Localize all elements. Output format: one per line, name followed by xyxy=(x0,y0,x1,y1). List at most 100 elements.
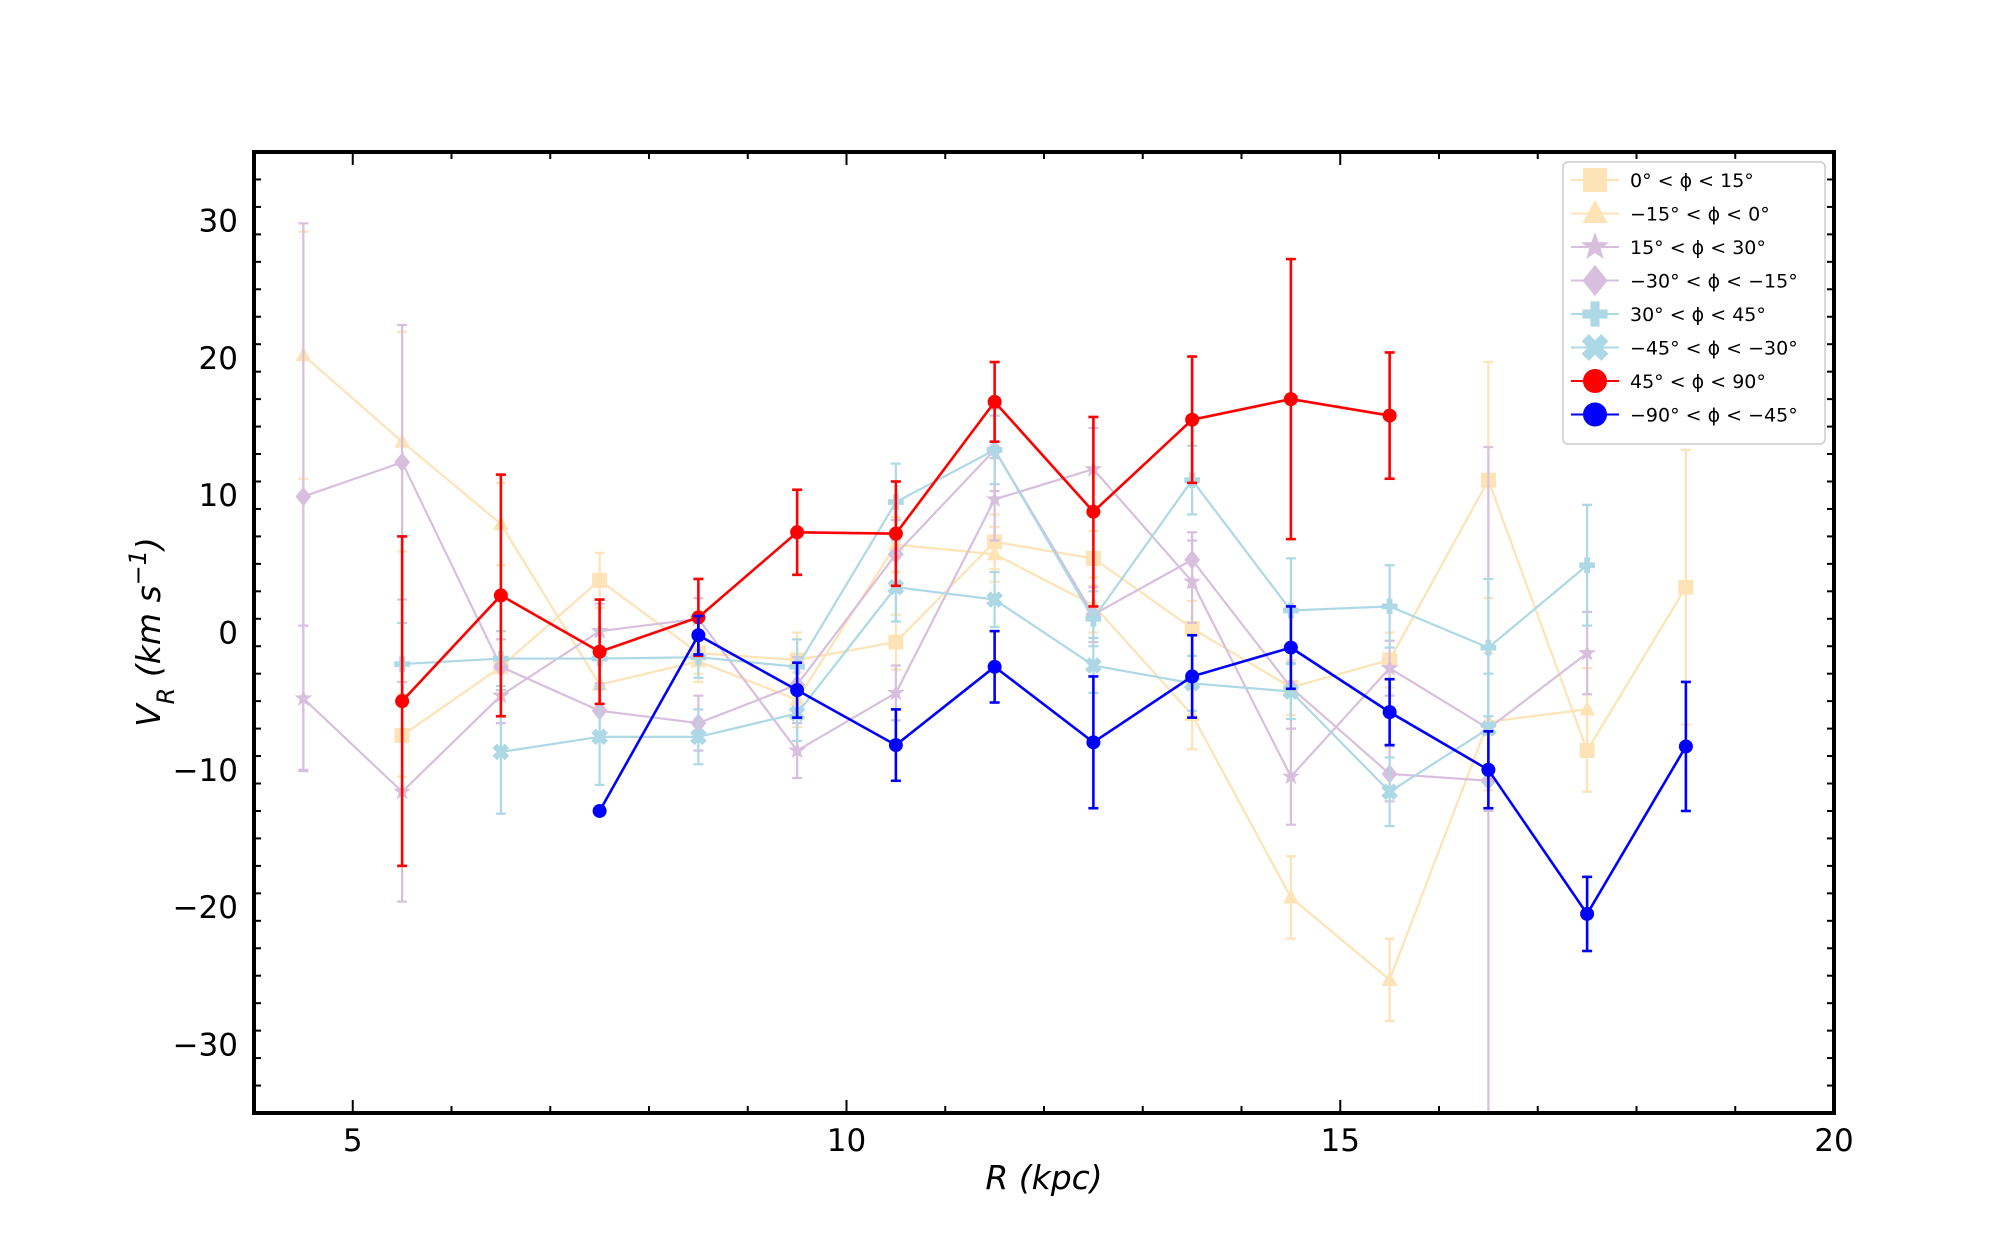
legend-label: 15° < ϕ < 30° xyxy=(1630,237,1766,259)
data-point xyxy=(1579,700,1595,716)
data-point-shape xyxy=(1085,657,1102,674)
data-point-shape xyxy=(1480,720,1497,737)
x-tick-label: 5 xyxy=(343,1123,363,1159)
legend-marker xyxy=(1582,301,1608,327)
data-point xyxy=(592,803,607,818)
series-line xyxy=(401,477,1687,754)
data-point xyxy=(1382,705,1397,720)
data-point xyxy=(591,728,608,746)
data-point-shape xyxy=(986,591,1003,608)
y-tick-label: 10 xyxy=(199,478,238,514)
data-point xyxy=(394,452,410,473)
data-point xyxy=(790,525,805,540)
data-point xyxy=(691,628,706,643)
legend: 0° < ϕ < 15° −15° < ϕ < 0° 15° < ϕ < 30° −3… xyxy=(1562,161,1826,445)
y-tick-label: 20 xyxy=(199,341,238,377)
data-point xyxy=(1282,683,1300,700)
legend-marker xyxy=(1583,369,1607,393)
data-point-shape xyxy=(887,578,905,596)
data-point xyxy=(492,743,510,761)
y-tick-label: −10 xyxy=(173,753,238,789)
data-point xyxy=(985,489,1004,507)
data-point xyxy=(987,659,1002,674)
y-tick-label: 30 xyxy=(199,204,238,240)
data-point xyxy=(1381,971,1398,986)
y-tick-label: −30 xyxy=(173,1027,238,1063)
legend-box xyxy=(1562,161,1826,445)
data-point xyxy=(1578,643,1597,661)
data-point xyxy=(690,728,707,746)
data-point xyxy=(690,649,707,666)
data-point xyxy=(592,572,608,588)
y-axis-label: VR (km s−1) xyxy=(124,537,180,727)
plot-area xyxy=(294,222,1694,1113)
data-point xyxy=(1184,620,1200,636)
data-point xyxy=(888,634,904,650)
y-tick-label: −20 xyxy=(173,890,238,926)
data-point-shape xyxy=(492,743,510,761)
legend-label: −90° < ϕ < −45° xyxy=(1630,405,1798,427)
legend-marker-shape xyxy=(1581,334,1609,361)
series-line xyxy=(598,633,1687,917)
data-point xyxy=(1580,906,1595,921)
x-tick-label: 20 xyxy=(1814,1123,1853,1159)
data-point xyxy=(887,578,905,596)
series-line xyxy=(302,467,1588,794)
data-point xyxy=(1085,610,1102,627)
data-point xyxy=(1381,598,1398,615)
x-axis-label: R (kpc) xyxy=(985,1158,1102,1197)
legend-marker xyxy=(1583,402,1607,427)
data-point xyxy=(395,694,410,709)
legend-marker xyxy=(1582,199,1608,224)
data-point xyxy=(1281,767,1300,785)
legend-marker xyxy=(1581,334,1609,361)
series-line xyxy=(302,354,1588,982)
data-point xyxy=(1085,657,1102,674)
series-8 xyxy=(592,605,1693,953)
legend-label: −30° < ϕ < −15° xyxy=(1630,271,1798,293)
legend-label: −45° < ϕ < −30° xyxy=(1630,338,1798,360)
data-point xyxy=(1184,549,1200,570)
data-point xyxy=(986,442,1003,458)
data-point xyxy=(790,683,805,698)
data-point xyxy=(986,591,1003,608)
legend-marker xyxy=(1580,232,1610,260)
data-point xyxy=(1678,739,1693,754)
series-7 xyxy=(395,257,1397,868)
data-point xyxy=(1086,735,1101,750)
data-point xyxy=(1382,408,1397,423)
data-point xyxy=(295,486,312,507)
data-point-shape xyxy=(1381,783,1398,801)
data-point xyxy=(1381,783,1398,801)
data-point xyxy=(1283,888,1299,904)
legend-label: 0° < ϕ < 15° xyxy=(1630,170,1754,192)
data-point xyxy=(987,394,1002,409)
data-point xyxy=(1481,762,1496,777)
data-point xyxy=(1283,640,1298,655)
data-point xyxy=(592,644,607,659)
legend-label: −15° < ϕ < 0° xyxy=(1630,204,1770,226)
legend-marker xyxy=(1582,264,1608,297)
data-point xyxy=(1283,392,1298,407)
data-point xyxy=(1480,720,1497,737)
data-point-shape xyxy=(1282,683,1300,700)
data-point xyxy=(1185,412,1200,427)
data-point xyxy=(1579,557,1595,574)
data-point xyxy=(888,738,903,753)
data-point xyxy=(886,683,905,701)
data-point xyxy=(788,741,807,759)
tick-labels: 5 10 15 20 −30 −20 −10 0 10 20 30 xyxy=(173,204,1854,1159)
x-tick-label: 10 xyxy=(827,1123,866,1159)
data-point xyxy=(888,526,903,541)
legend-label: 30° < ϕ < 45° xyxy=(1630,304,1766,326)
plot-frame xyxy=(252,150,1836,1115)
legend-label: 45° < ϕ < 90° xyxy=(1630,371,1766,393)
legend-marker xyxy=(1583,168,1607,192)
data-point xyxy=(1480,639,1497,656)
data-point-shape xyxy=(690,728,707,746)
data-point xyxy=(986,545,1003,561)
data-point xyxy=(493,588,508,603)
data-point xyxy=(1678,579,1694,595)
y-tick-label: 0 xyxy=(218,616,238,652)
